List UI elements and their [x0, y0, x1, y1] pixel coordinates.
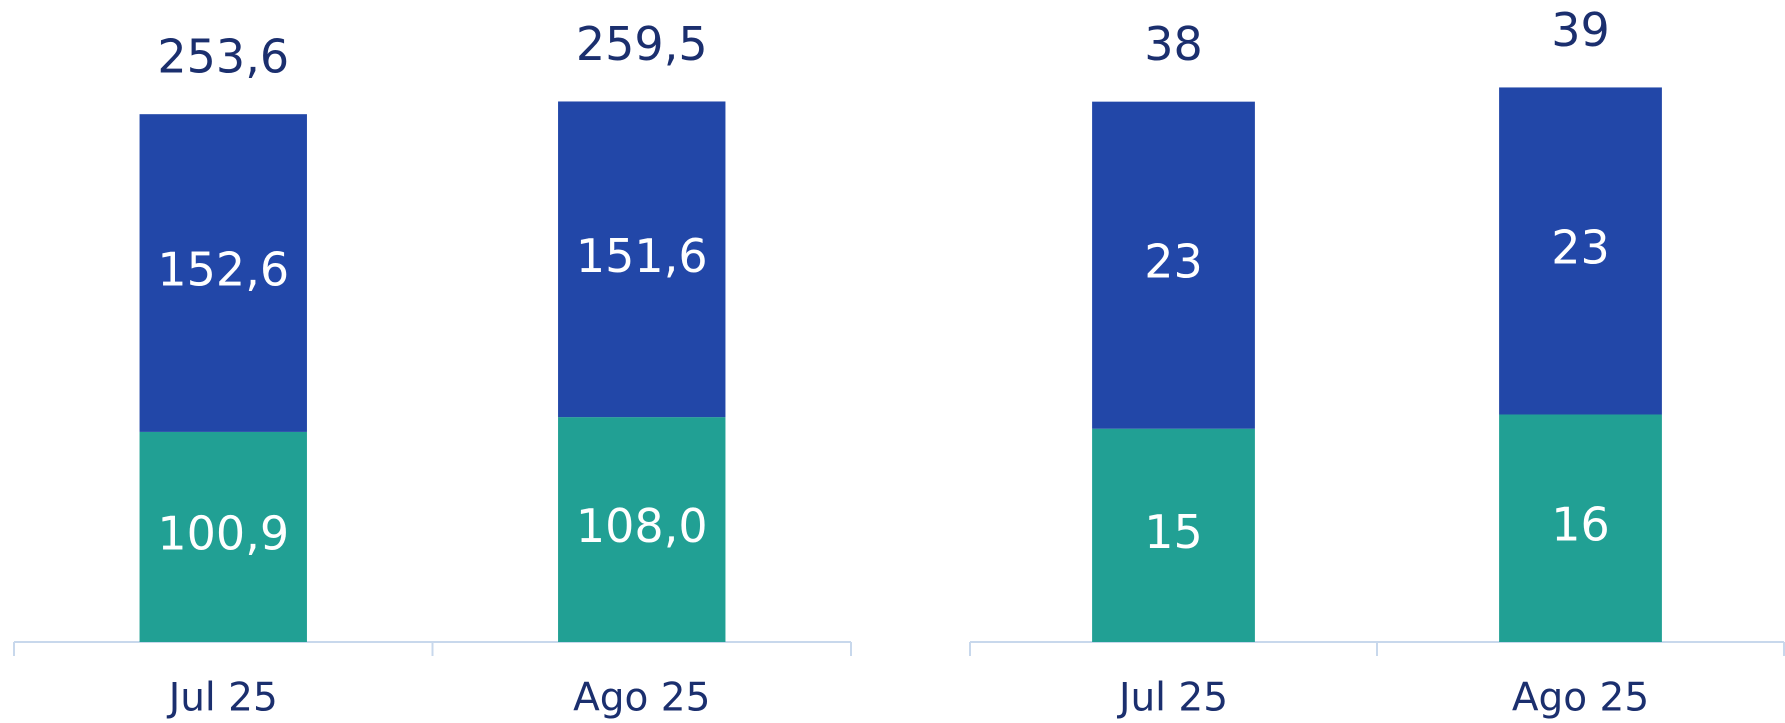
segment-label: 100,9	[157, 506, 289, 560]
x-tick-label: Ago 25	[573, 676, 710, 721]
bar-segment	[558, 101, 726, 418]
segment-label: 108,0	[576, 499, 708, 553]
total-label: 259,5	[576, 17, 708, 71]
bar-segment	[1499, 414, 1662, 642]
x-tick-label: Jul 25	[1116, 676, 1228, 721]
bar-segment	[558, 417, 726, 642]
bar-segment	[1092, 101, 1255, 429]
total-label: 38	[1144, 17, 1203, 71]
total-label: 253,6	[157, 30, 289, 84]
bar-segment	[139, 431, 307, 642]
bar-segment	[139, 114, 307, 432]
segment-label: 152,6	[157, 243, 289, 297]
segment-label: 16	[1551, 498, 1610, 552]
segment-label: 23	[1551, 220, 1610, 274]
bar-segment	[1499, 87, 1662, 415]
x-tick-label: Ago 25	[1512, 676, 1649, 721]
total-label: 39	[1551, 3, 1610, 57]
bar-segment	[1092, 428, 1255, 642]
segment-label: 23	[1144, 235, 1203, 289]
segment-label: 151,6	[576, 229, 708, 283]
x-tick-label: Jul 25	[166, 676, 278, 721]
segment-label: 15	[1144, 505, 1203, 559]
